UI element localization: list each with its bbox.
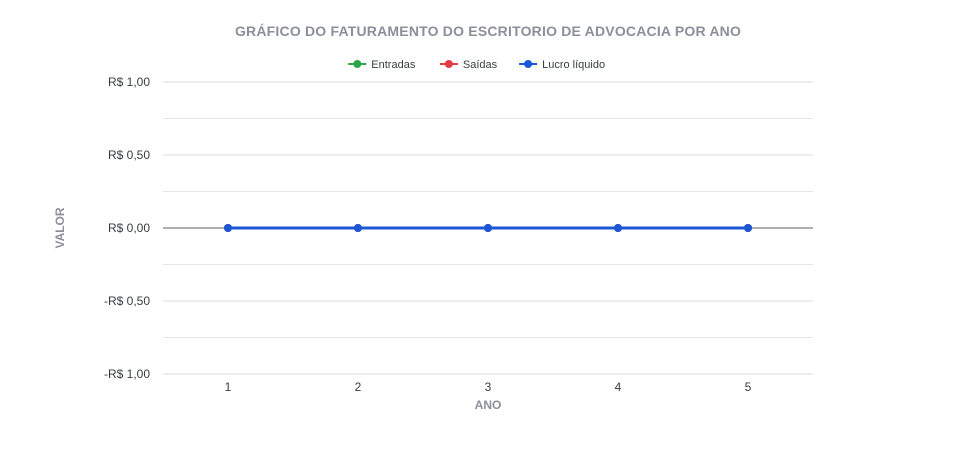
y-axis-title: VALOR xyxy=(53,207,67,248)
legend-marker-dot xyxy=(444,60,453,68)
data-point xyxy=(484,224,492,232)
legend-marker-dot xyxy=(524,60,533,68)
chart-title: GRÁFICO DO FATURAMENTO DO ESCRITORIO DE … xyxy=(235,23,741,39)
y-tick-label: R$ 1,00 xyxy=(108,75,150,89)
y-tick-label: R$ 0,00 xyxy=(108,221,150,235)
data-point xyxy=(744,224,752,232)
legend: Entradas Saídas Lucro líquido xyxy=(348,59,605,71)
legend-label: Entradas xyxy=(371,59,416,71)
x-axis-title: ANO xyxy=(475,398,502,412)
legend-marker-dot xyxy=(353,60,362,68)
y-axis-ticks: R$ 1,00 R$ 0,50 R$ 0,00 -R$ 0,50 -R$ 1,00 xyxy=(104,75,150,381)
y-tick-label: -R$ 1,00 xyxy=(104,367,150,381)
legend-item: Entradas xyxy=(348,59,416,71)
x-tick-label: 3 xyxy=(485,380,492,394)
legend-item: Lucro líquido xyxy=(519,59,605,71)
data-point xyxy=(224,224,232,232)
legend-label: Lucro líquido xyxy=(542,59,605,71)
y-tick-label: -R$ 0,50 xyxy=(104,294,150,308)
x-tick-label: 2 xyxy=(355,380,362,394)
series-points xyxy=(224,224,752,232)
legend-label: Saídas xyxy=(463,59,498,71)
x-tick-label: 5 xyxy=(745,380,752,394)
x-tick-label: 1 xyxy=(225,380,232,394)
x-axis-ticks: 1 2 3 4 5 xyxy=(225,380,752,394)
data-point xyxy=(354,224,362,232)
y-tick-label: R$ 0,50 xyxy=(108,148,150,162)
data-point xyxy=(614,224,622,232)
x-tick-label: 4 xyxy=(615,380,622,394)
legend-item: Saídas xyxy=(439,59,498,71)
